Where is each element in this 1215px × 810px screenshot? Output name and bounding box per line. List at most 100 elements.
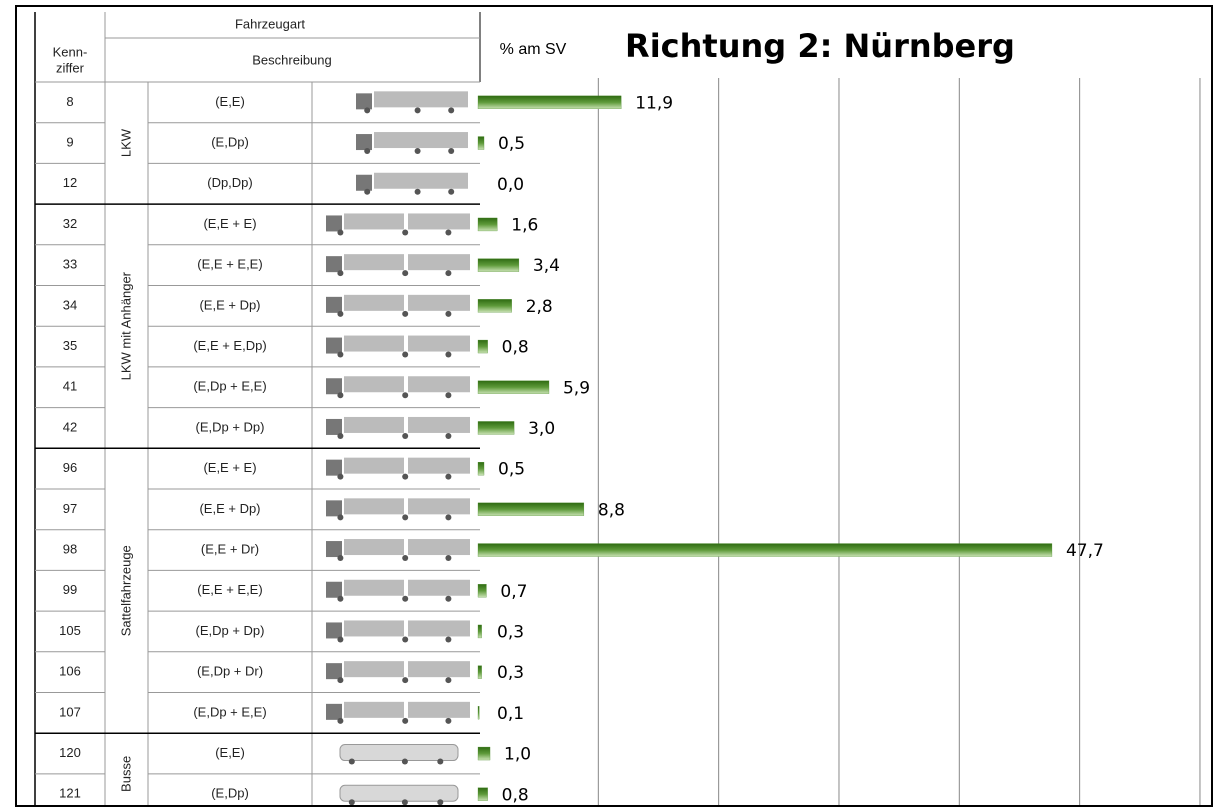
icon-part [337, 229, 343, 235]
value-label: 0,1 [497, 704, 524, 724]
vehicle-icon [326, 254, 470, 276]
icon-part [448, 107, 454, 113]
vehicle-icon [326, 580, 470, 602]
icon-part [408, 620, 470, 636]
row-code: 12 [63, 175, 77, 190]
bar [478, 747, 490, 760]
bar [478, 299, 512, 312]
icon-part [364, 107, 370, 113]
bar [478, 421, 514, 434]
icon-part [349, 759, 355, 765]
bar [478, 218, 497, 231]
icon-part [408, 213, 470, 229]
icon-part [344, 620, 404, 636]
code-header: ziffer [56, 60, 85, 75]
icon-part [374, 173, 468, 189]
icon-part [402, 596, 408, 602]
vehicle-icon [326, 458, 470, 480]
icon-part [408, 295, 470, 311]
bar [478, 584, 486, 597]
icon-part [445, 270, 451, 276]
row-code: 96 [63, 460, 77, 475]
icon-part [344, 417, 404, 433]
icon-part [356, 134, 372, 150]
value-label: 0,3 [497, 622, 524, 642]
icon-part [326, 704, 342, 720]
row-description: (E,Dp + Dp) [196, 419, 265, 434]
icon-part [402, 229, 408, 235]
icon-part [326, 541, 342, 557]
vehicle-icon [356, 91, 468, 113]
row-description: (E,E + E,E) [197, 582, 262, 597]
bar [478, 340, 488, 353]
icon-part [408, 417, 470, 433]
icon-part [344, 498, 404, 514]
icon-part [408, 254, 470, 270]
icon-part [415, 148, 421, 154]
row-code: 121 [59, 786, 81, 801]
icon-part [402, 514, 408, 520]
icon-part [445, 636, 451, 642]
icon-part [445, 474, 451, 480]
icon-part [402, 311, 408, 317]
row-code: 42 [63, 419, 77, 434]
bar [478, 462, 484, 475]
icon-part [337, 596, 343, 602]
row-description: (E,E + Dp) [199, 297, 260, 312]
icon-part [445, 352, 451, 358]
bar [478, 137, 484, 150]
icon-part [326, 256, 342, 272]
icon-part [445, 392, 451, 398]
icon-part [344, 539, 404, 555]
row-code: 9 [66, 134, 73, 149]
chart-title: Richtung 2: Nürnberg [625, 27, 1015, 65]
value-label: 0,8 [502, 338, 529, 358]
vehicle-icon [326, 702, 470, 724]
bar [478, 503, 584, 516]
row-code: 99 [63, 582, 77, 597]
icon-part [445, 229, 451, 235]
row-description: (E,E + E,Dp) [193, 338, 266, 353]
icon-part [337, 636, 343, 642]
icon-part [408, 458, 470, 474]
page: Fahrzeugart Kenn- ziffer Beschreibung % … [0, 0, 1215, 810]
bar [478, 625, 482, 638]
icon-part [374, 91, 468, 107]
row-description: (E,Dp + E,E) [193, 704, 266, 719]
row-description: (E,Dp) [211, 786, 249, 801]
icon-part [337, 311, 343, 317]
icon-part [344, 213, 404, 229]
icon-part [402, 799, 408, 805]
row-code: 33 [63, 257, 77, 272]
row-code: 97 [63, 501, 77, 516]
icon-part [402, 270, 408, 276]
group-label: LKW [118, 128, 133, 157]
icon-part [402, 352, 408, 358]
row-code: 106 [59, 664, 81, 679]
icon-part [415, 189, 421, 195]
group-label: Sattelfahrzeuge [118, 545, 133, 636]
value-label: 1,6 [511, 215, 538, 235]
icon-part [344, 254, 404, 270]
row-code: 98 [63, 541, 77, 556]
row-description: (E,E) [215, 94, 245, 109]
description-header: Beschreibung [252, 52, 332, 67]
value-label: 3,4 [533, 256, 560, 276]
row-description: (E,Dp) [211, 134, 249, 149]
vehicle-icon [326, 376, 470, 398]
icon-part [344, 295, 404, 311]
value-label: 0,5 [498, 134, 525, 154]
row-code: 35 [63, 338, 77, 353]
icon-part [445, 555, 451, 561]
icon-part [344, 458, 404, 474]
value-label: 1,0 [504, 745, 531, 765]
icon-part [326, 297, 342, 313]
icon-part [445, 677, 451, 683]
value-label: 11,9 [635, 93, 673, 113]
vehicle-icon [326, 661, 470, 683]
bar [478, 259, 519, 272]
icon-part [337, 270, 343, 276]
group-label: LKW mit Anhänger [118, 271, 133, 380]
row-description: (E,E + Dr) [201, 541, 259, 556]
